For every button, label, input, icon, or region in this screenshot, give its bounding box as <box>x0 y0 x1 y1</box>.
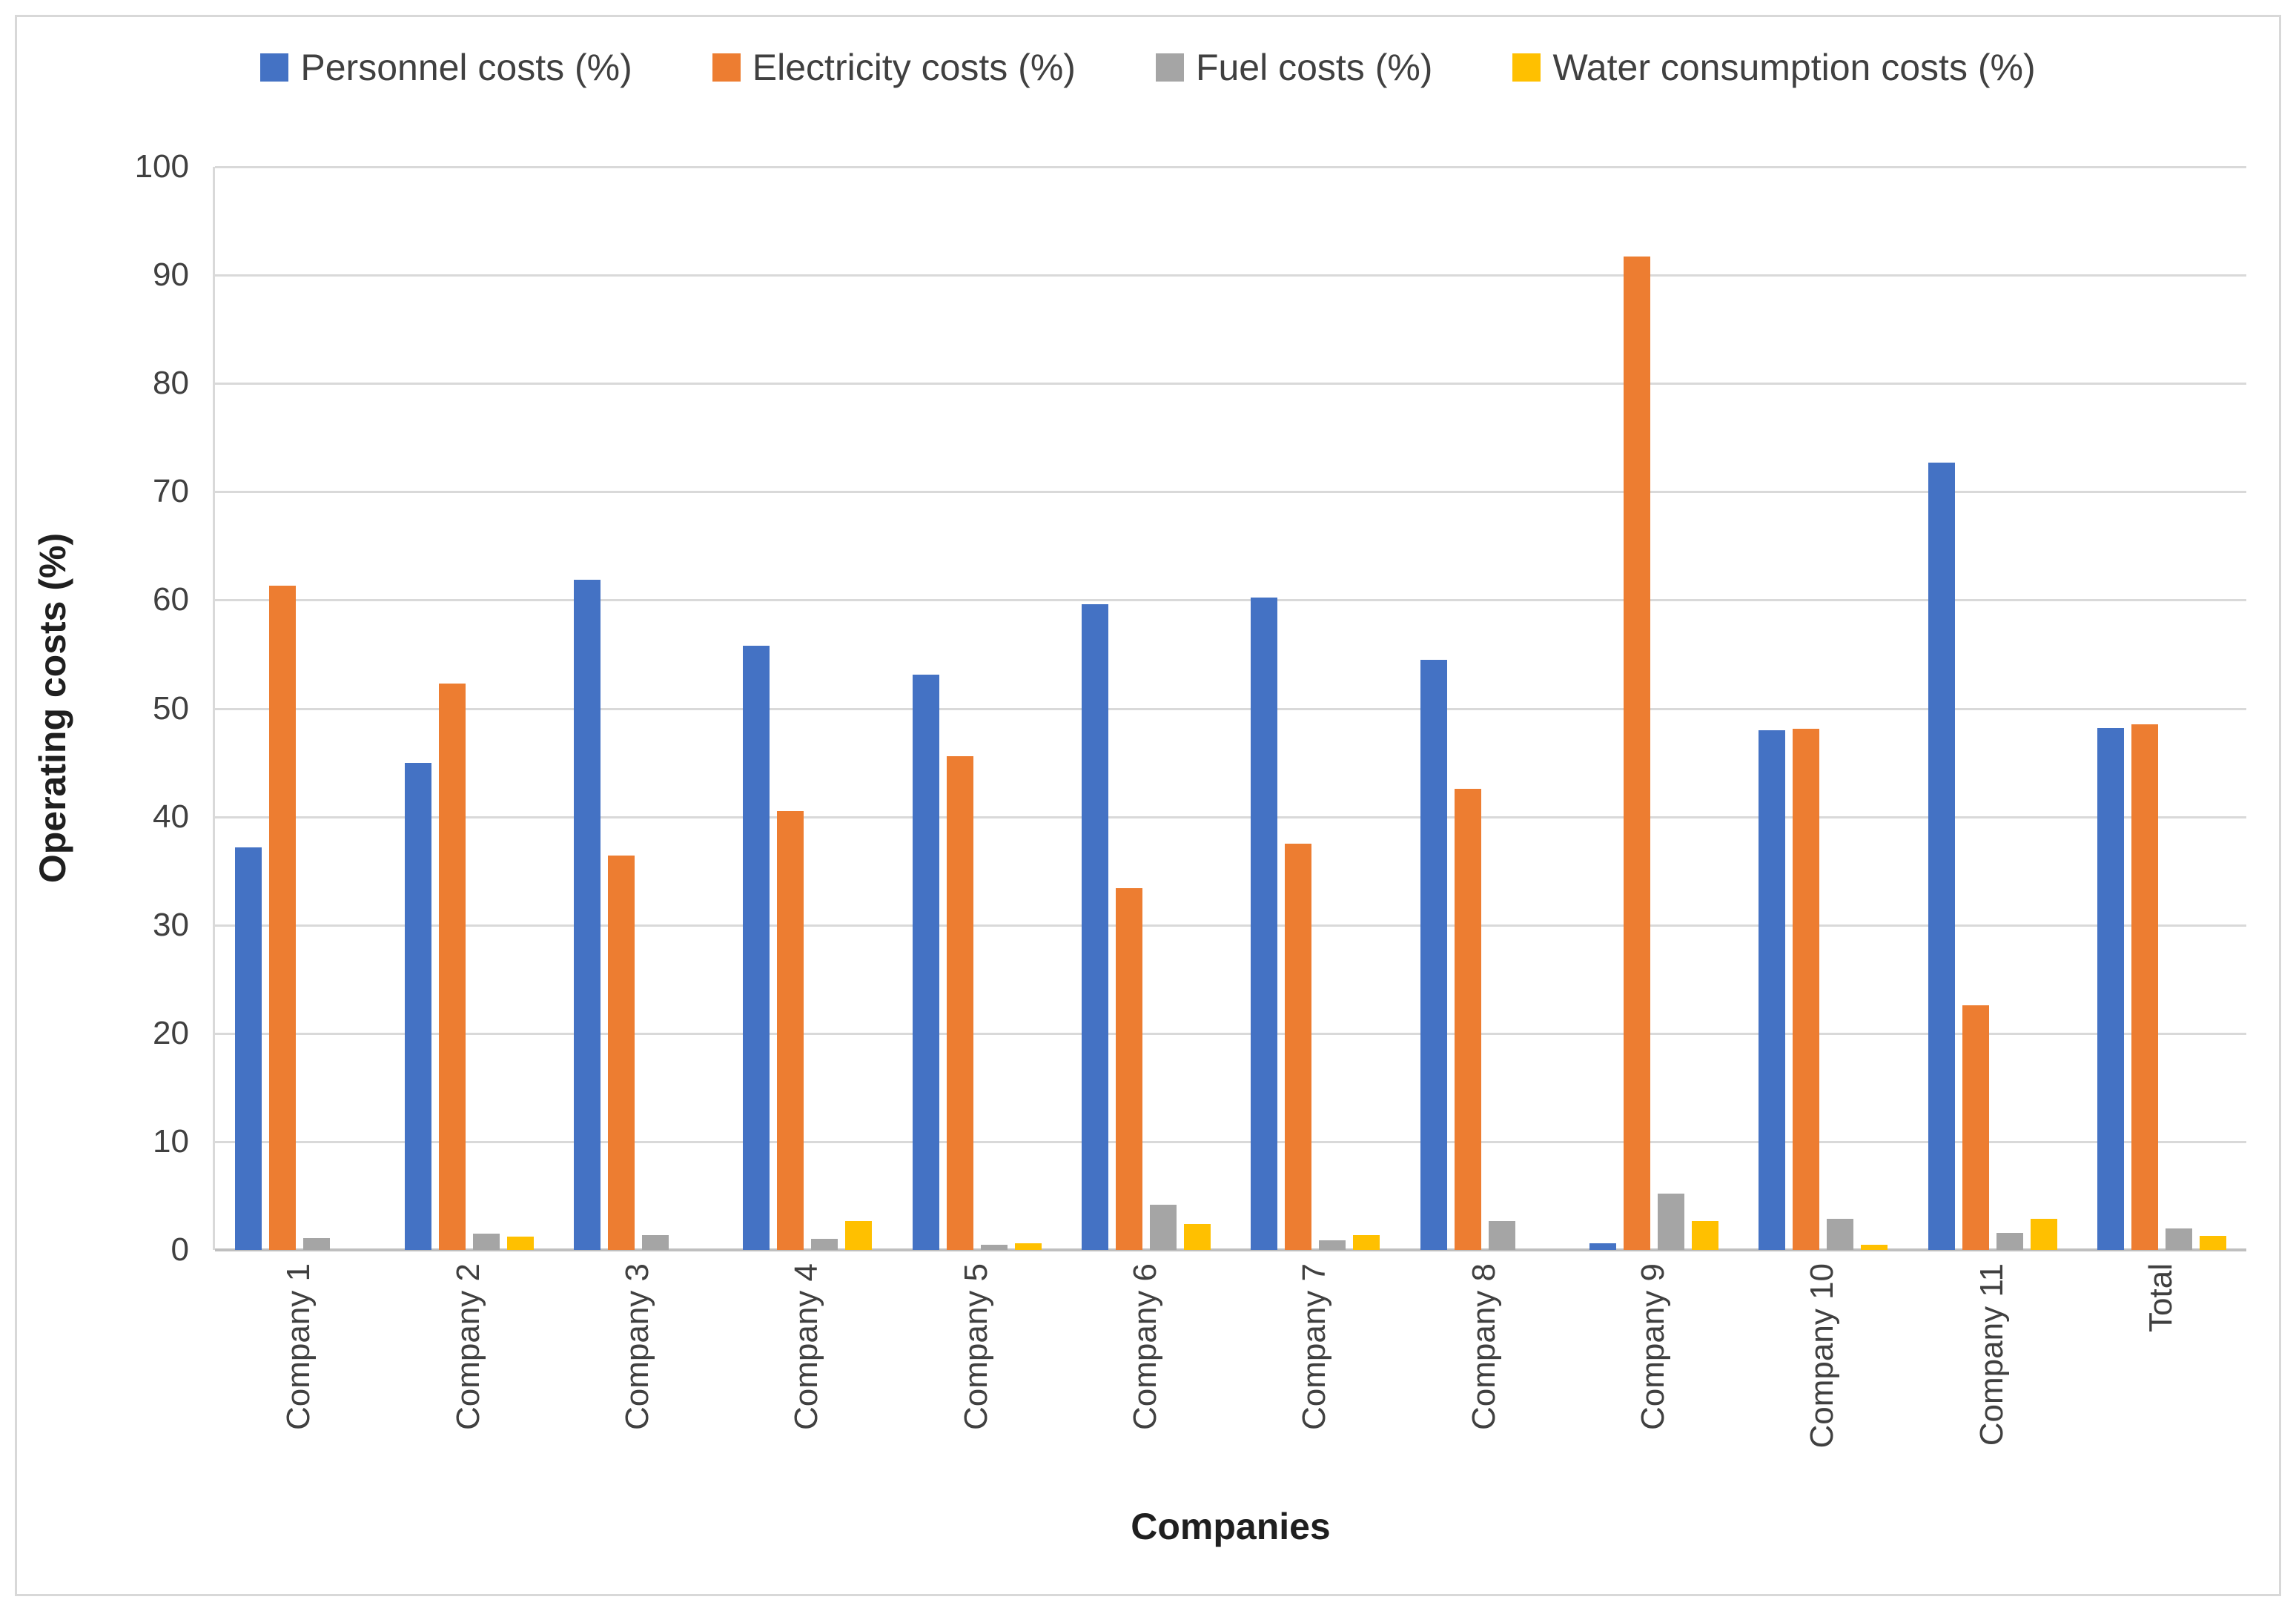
bar-personnel-costs-company-6 <box>1081 604 1108 1250</box>
y-axis-title: Operating costs (%) <box>31 533 74 883</box>
legend-item-water-consumption-costs: Water consumption costs (%) <box>1512 46 2036 89</box>
bar-personnel-costs-company-3 <box>573 579 601 1250</box>
bar-water-consumption-costs-company-11 <box>2030 1218 2057 1250</box>
bar-water-consumption-costs-total <box>2199 1236 2226 1250</box>
gridline-50 <box>215 707 2246 710</box>
y-tick-label-90: 90 <box>153 257 189 294</box>
legend-label: Electricity costs (%) <box>752 47 1076 88</box>
x-label-company-4: Company 4 <box>788 1263 825 1431</box>
bar-fuel-costs-company-8 <box>1488 1220 1515 1250</box>
bar-electricity-costs-total <box>2131 724 2158 1250</box>
y-tick-label-100: 100 <box>134 148 189 185</box>
bar-personnel-costs-company-9 <box>1589 1243 1616 1250</box>
bar-fuel-costs-company-3 <box>641 1234 669 1250</box>
y-tick-label-80: 80 <box>153 365 189 402</box>
y-tick-label-50: 50 <box>153 689 189 727</box>
bar-personnel-costs-company-8 <box>1420 659 1447 1250</box>
legend-item-electricity-costs: Electricity costs (%) <box>712 46 1076 89</box>
y-tick-label-20: 20 <box>153 1014 189 1051</box>
bar-water-consumption-costs-company-5 <box>1014 1243 1042 1250</box>
legend-label: Fuel costs (%) <box>1195 47 1433 88</box>
gridline-90 <box>215 274 2246 277</box>
x-axis-line <box>215 1248 2246 1251</box>
bar-electricity-costs-company-10 <box>1793 729 1820 1250</box>
x-label-company-3: Company 3 <box>618 1263 655 1431</box>
y-tick-label-70: 70 <box>153 473 189 510</box>
gridline-70 <box>215 491 2246 494</box>
bar-personnel-costs-company-10 <box>1759 730 1786 1250</box>
bar-fuel-costs-company-11 <box>1996 1232 2023 1250</box>
bar-personnel-costs-company-7 <box>1251 598 1278 1250</box>
x-label-company-1: Company 1 <box>280 1263 317 1431</box>
bar-fuel-costs-company-1 <box>303 1237 331 1250</box>
bar-fuel-costs-total <box>2165 1228 2192 1250</box>
legend-swatch-water-consumption-costs <box>1512 53 1541 82</box>
bar-personnel-costs-total <box>2097 727 2124 1250</box>
y-axis-title-text: Operating costs (%) <box>32 532 73 884</box>
y-axis-line <box>213 167 215 1250</box>
bar-fuel-costs-company-5 <box>980 1244 1008 1250</box>
bar-personnel-costs-company-1 <box>235 847 262 1250</box>
x-label-company-5: Company 5 <box>957 1263 994 1431</box>
gridline-20 <box>215 1032 2246 1035</box>
bar-water-consumption-costs-company-7 <box>1353 1234 1380 1250</box>
y-tick-label-10: 10 <box>153 1122 189 1160</box>
y-tick-label-40: 40 <box>153 798 189 835</box>
bar-water-consumption-costs-company-6 <box>1183 1223 1211 1250</box>
bar-fuel-costs-company-4 <box>811 1239 838 1250</box>
bar-electricity-costs-company-11 <box>1962 1005 1989 1250</box>
bar-electricity-costs-company-9 <box>1623 257 1650 1250</box>
bar-water-consumption-costs-company-2 <box>506 1237 534 1250</box>
x-axis-title: Companies <box>1131 1506 1331 1547</box>
bar-electricity-costs-company-4 <box>777 811 804 1250</box>
bar-electricity-costs-company-8 <box>1454 788 1481 1250</box>
bar-personnel-costs-company-2 <box>404 762 431 1250</box>
bar-water-consumption-costs-company-4 <box>845 1220 873 1250</box>
legend-item-personnel-costs: Personnel costs (%) <box>260 46 632 89</box>
x-label-company-10: Company 10 <box>1804 1263 1841 1449</box>
chart-legend: Personnel costs (%) Electricity costs (%)… <box>0 46 2296 89</box>
bar-fuel-costs-company-7 <box>1319 1240 1346 1250</box>
bar-electricity-costs-company-6 <box>1115 888 1142 1250</box>
gridline-80 <box>215 383 2246 386</box>
gridline-100 <box>215 166 2246 168</box>
bar-fuel-costs-company-2 <box>472 1234 500 1250</box>
x-label-total: Total <box>2142 1263 2179 1332</box>
bar-electricity-costs-company-1 <box>269 586 297 1250</box>
y-tick-label-60: 60 <box>153 581 189 618</box>
x-label-company-2: Company 2 <box>449 1263 486 1431</box>
bar-personnel-costs-company-11 <box>1928 462 1955 1250</box>
x-label-company-7: Company 7 <box>1296 1263 1333 1431</box>
bar-fuel-costs-company-6 <box>1149 1204 1177 1250</box>
gridline-30 <box>215 924 2246 927</box>
plot-area <box>213 166 2246 1251</box>
bar-water-consumption-costs-company-10 <box>1861 1244 1888 1250</box>
x-label-company-11: Company 11 <box>1973 1263 2010 1446</box>
x-label-company-8: Company 8 <box>1465 1263 1502 1431</box>
bar-fuel-costs-company-9 <box>1657 1194 1684 1250</box>
gridline-10 <box>215 1140 2246 1143</box>
legend-swatch-personnel-costs <box>260 53 289 82</box>
gridline-40 <box>215 816 2246 818</box>
gridline-60 <box>215 599 2246 602</box>
legend-swatch-electricity-costs <box>712 53 741 82</box>
legend-item-fuel-costs: Fuel costs (%) <box>1155 46 1433 89</box>
legend-label: Personnel costs (%) <box>300 47 632 88</box>
bar-electricity-costs-company-5 <box>946 755 973 1250</box>
x-label-company-9: Company 9 <box>1634 1263 1671 1431</box>
bar-electricity-costs-company-3 <box>607 856 635 1250</box>
y-tick-label-30: 30 <box>153 906 189 943</box>
bar-electricity-costs-company-7 <box>1285 844 1312 1250</box>
bar-water-consumption-costs-company-9 <box>1691 1220 1718 1250</box>
bar-personnel-costs-company-5 <box>912 675 939 1250</box>
y-tick-label-0: 0 <box>171 1231 189 1268</box>
legend-label: Water consumption costs (%) <box>1552 47 2036 88</box>
bar-personnel-costs-company-4 <box>743 645 770 1250</box>
bar-fuel-costs-company-10 <box>1827 1218 1854 1250</box>
bar-electricity-costs-company-2 <box>438 683 466 1250</box>
legend-swatch-fuel-costs <box>1155 53 1184 82</box>
x-label-company-6: Company 6 <box>1126 1263 1163 1431</box>
